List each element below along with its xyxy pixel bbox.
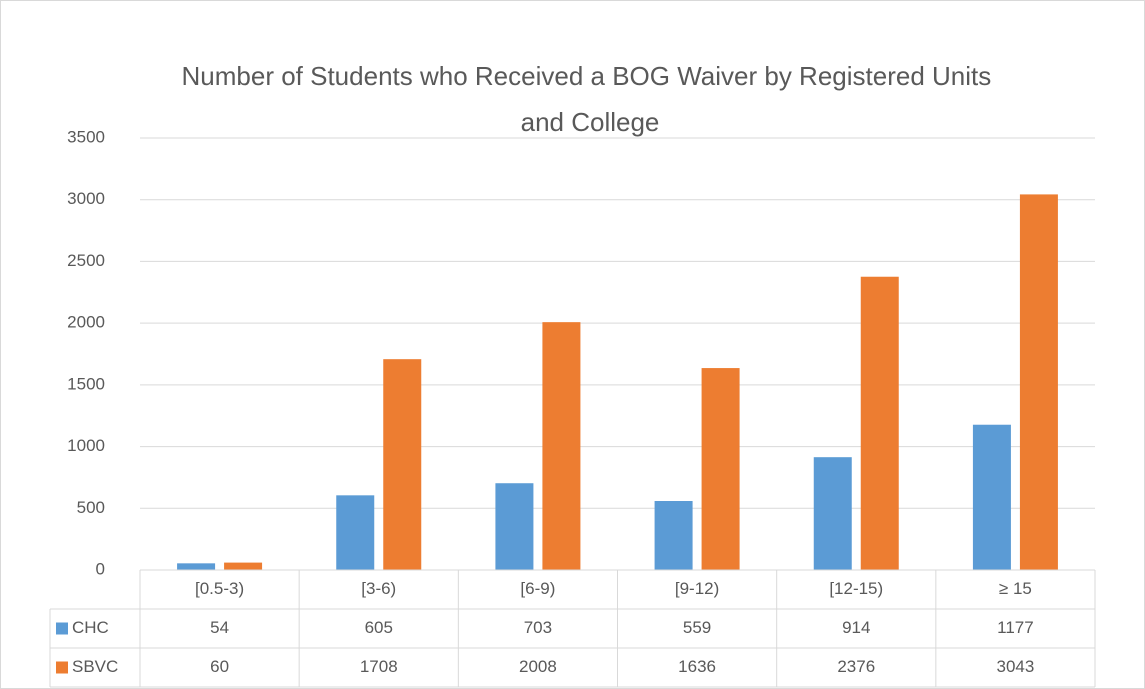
table-value: 2376 <box>837 657 875 676</box>
legend-key <box>56 661 68 674</box>
bar <box>224 562 263 570</box>
y-tick-label: 1000 <box>67 436 105 455</box>
y-tick-label: 3500 <box>67 127 105 146</box>
x-tick-label: [6-9) <box>520 579 555 598</box>
bar <box>972 424 1011 570</box>
bar <box>177 563 216 570</box>
table-value: 703 <box>524 618 552 637</box>
y-tick-label: 500 <box>77 498 105 517</box>
bar <box>701 368 740 570</box>
table-value: 559 <box>683 618 711 637</box>
legend-key <box>56 622 68 635</box>
table-value: 1177 <box>997 618 1034 637</box>
bar <box>383 359 422 570</box>
x-tick-label: [3-6) <box>361 579 396 598</box>
x-tick-label: [12-15) <box>829 579 883 598</box>
legend-label: SBVC <box>72 657 118 676</box>
table-value: 914 <box>842 618 870 637</box>
x-tick-label: ≥ 15 <box>999 579 1032 598</box>
bar <box>495 483 534 570</box>
x-tick-label: [0.5-3) <box>195 579 244 598</box>
table-value: 605 <box>365 618 393 637</box>
y-tick-label: 2500 <box>67 251 105 270</box>
table-value: 54 <box>210 618 229 637</box>
bar <box>336 495 375 570</box>
x-tick-label: [9-12) <box>675 579 719 598</box>
bar <box>813 457 852 570</box>
table-value: 2008 <box>519 657 557 676</box>
table-value: 3043 <box>997 657 1035 676</box>
table-value: 1708 <box>360 657 398 676</box>
bar <box>860 276 899 570</box>
y-tick-label: 3000 <box>67 189 105 208</box>
y-tick-label: 0 <box>96 559 105 578</box>
bar <box>654 501 693 570</box>
chart-title: Number of Students who Received a BOG Wa… <box>182 61 999 137</box>
table-value: 1636 <box>678 657 716 676</box>
bar <box>542 322 581 570</box>
title-line: and College <box>521 107 660 137</box>
bar <box>1019 194 1058 570</box>
title-line: Number of Students who Received a BOG Wa… <box>182 61 992 91</box>
y-tick-label: 1500 <box>67 374 105 393</box>
table-value: 60 <box>210 657 229 676</box>
legend-label: CHC <box>72 618 109 637</box>
y-tick-label: 2000 <box>67 313 105 332</box>
